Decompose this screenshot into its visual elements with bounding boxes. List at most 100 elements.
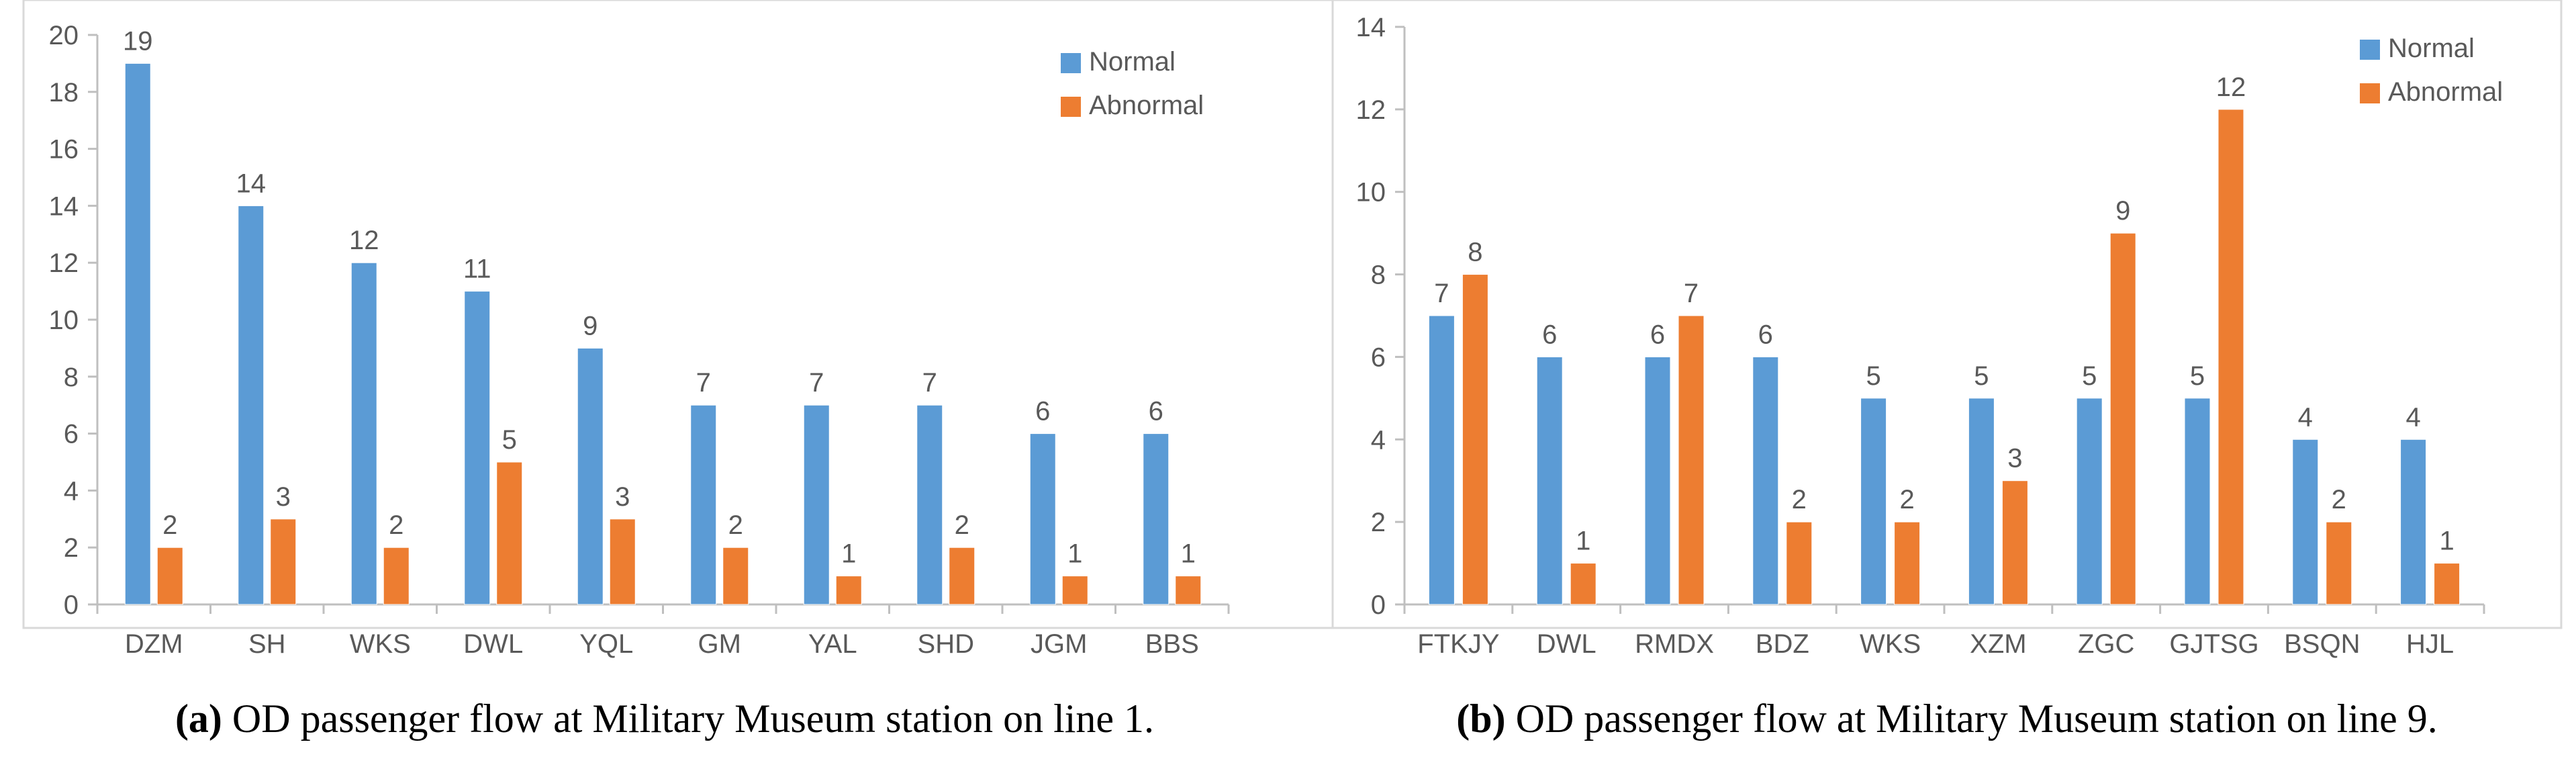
normal-bar <box>1644 356 1671 605</box>
x-tick-label: DZM <box>125 629 183 659</box>
legend-swatch-normal <box>2360 40 2380 60</box>
normal-bar <box>2400 439 2427 605</box>
normal-bar <box>1752 356 1779 605</box>
data-label: 5 <box>1866 361 1880 391</box>
x-tick-label: HJL <box>2406 629 2454 659</box>
data-label: 6 <box>1758 320 1773 349</box>
abnormal-bar <box>156 547 183 605</box>
abnormal-bar <box>1175 576 1202 605</box>
x-tick-label: GM <box>698 629 741 659</box>
abnormal-bar <box>496 461 523 605</box>
legend-label-abnormal: Abnormal <box>2388 77 2503 107</box>
legend-label-abnormal: Abnormal <box>1089 91 1204 120</box>
x-tick-label: FTKJY <box>1417 629 1499 659</box>
data-label: 19 <box>123 26 153 56</box>
y-tick-label: 0 <box>1371 590 1386 620</box>
legend-swatch-abnormal <box>2360 83 2380 103</box>
normal-bar <box>803 404 830 605</box>
y-tick-label: 12 <box>49 248 79 278</box>
data-label: 7 <box>1434 279 1449 308</box>
abnormal-bar <box>2434 563 2461 605</box>
normal-bar <box>1968 398 1995 605</box>
normal-bar <box>2184 398 2211 605</box>
abnormal-bar <box>1570 563 1596 605</box>
abnormal-bar <box>1894 521 1921 605</box>
x-tick-label: DWL <box>1537 629 1596 659</box>
y-tick-label: 4 <box>1371 425 1386 455</box>
data-label: 1 <box>2439 527 2454 556</box>
normal-bar <box>690 404 717 605</box>
abnormal-bar <box>1786 521 1813 605</box>
data-label: 6 <box>1542 320 1557 349</box>
data-label: 2 <box>162 510 177 540</box>
data-label: 2 <box>389 510 403 540</box>
data-label: 1 <box>841 539 856 569</box>
abnormal-bar <box>2001 480 2028 605</box>
x-tick-label: YAL <box>808 629 857 659</box>
legend-swatch-abnormal <box>1061 97 1081 117</box>
data-label: 9 <box>2115 196 2130 226</box>
data-label: 6 <box>1035 397 1050 426</box>
data-label: 1 <box>1576 527 1590 556</box>
x-tick-label: BBS <box>1145 629 1199 659</box>
normal-bar <box>1860 398 1887 605</box>
normal-bar <box>916 404 943 605</box>
normal-bar <box>350 262 377 605</box>
data-label: 7 <box>1684 279 1699 308</box>
normal-bar <box>2292 439 2319 605</box>
x-tick-label: BDZ <box>1756 629 1809 659</box>
y-tick-label: 18 <box>49 78 79 107</box>
y-tick-label: 6 <box>1371 343 1386 372</box>
normal-bar <box>464 291 491 605</box>
data-label: 4 <box>2405 402 2420 432</box>
x-tick-label: SHD <box>918 629 974 659</box>
data-label: 7 <box>809 368 824 398</box>
y-tick-label: 0 <box>64 590 79 620</box>
chart-a: 02468101214161820DZM192SH143WKS122DWL115… <box>22 0 1334 741</box>
data-label: 5 <box>2190 361 2205 391</box>
normal-bar <box>1536 356 1563 605</box>
x-tick-label: BSQN <box>2284 629 2360 659</box>
normal-bar <box>1143 433 1170 605</box>
normal-bar <box>1428 315 1455 605</box>
legend-swatch-normal <box>1061 53 1081 73</box>
chart-frame <box>1331 0 2563 629</box>
data-label: 6 <box>1149 397 1163 426</box>
abnormal-bar <box>1462 274 1488 605</box>
abnormal-bar <box>722 547 749 605</box>
x-tick-label: RMDX <box>1635 629 1714 659</box>
caption-letter: (a) <box>175 696 222 741</box>
data-label: 2 <box>2332 485 2346 514</box>
y-tick-label: 14 <box>49 191 79 221</box>
abnormal-bar <box>949 547 975 605</box>
caption: (b) OD passenger flow at Military Museum… <box>1456 696 2437 741</box>
data-label: 12 <box>349 226 379 255</box>
y-tick-label: 16 <box>49 135 79 165</box>
data-label: 5 <box>2082 361 2097 391</box>
y-tick-label: 8 <box>1371 261 1386 290</box>
x-tick-label: WKS <box>350 629 411 659</box>
y-tick-label: 2 <box>64 533 79 563</box>
caption-letter: (b) <box>1456 696 1505 741</box>
data-label: 8 <box>1468 238 1482 267</box>
caption: (a) OD passenger flow at Military Museum… <box>175 696 1154 741</box>
caption-text: OD passenger flow at Military Museum sta… <box>1506 696 2438 741</box>
normal-bar <box>2076 398 2103 605</box>
data-label: 2 <box>728 510 743 540</box>
data-label: 4 <box>2298 402 2313 432</box>
x-tick-label: ZGC <box>2078 629 2134 659</box>
x-tick-label: XZM <box>1970 629 2026 659</box>
data-label: 2 <box>955 510 969 540</box>
data-label: 5 <box>1974 361 1989 391</box>
abnormal-bar <box>1061 576 1088 605</box>
abnormal-bar <box>2109 232 2136 605</box>
legend-label-normal: Normal <box>1089 47 1176 77</box>
abnormal-bar <box>609 518 636 605</box>
data-label: 1 <box>1067 539 1082 569</box>
x-tick-label: DWL <box>463 629 523 659</box>
abnormal-bar <box>2326 521 2352 605</box>
x-tick-label: SH <box>248 629 286 659</box>
abnormal-bar <box>835 576 862 605</box>
x-tick-label: WKS <box>1860 629 1921 659</box>
